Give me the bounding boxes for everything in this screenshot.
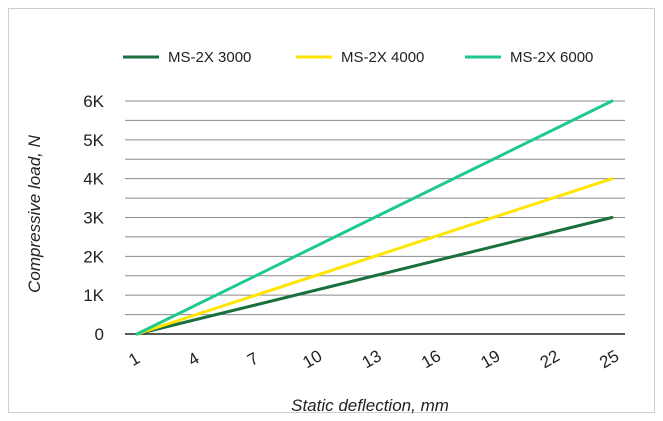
x-tick-label: 22 — [537, 346, 563, 372]
legend-label: MS-2X 6000 — [510, 49, 593, 66]
y-tick-label: 1K — [83, 286, 104, 305]
y-tick-label: 4K — [83, 170, 104, 189]
legend-label: MS-2X 3000 — [168, 49, 251, 66]
y-tick-label: 6K — [83, 92, 104, 111]
y-tick-label: 2K — [83, 247, 104, 266]
x-tick-label: 10 — [299, 346, 325, 372]
y-tick-label: 3K — [83, 209, 104, 228]
legend: MS-2X 3000 MS-2X 4000 MS-2X 6000 — [123, 49, 593, 66]
series-line — [135, 99, 614, 336]
x-tick-label: 4 — [185, 349, 203, 370]
y-tick-label: 0 — [95, 325, 104, 344]
x-tick-label: 19 — [478, 346, 504, 372]
y-axis-title: Compressive load, N — [25, 134, 44, 293]
series-lines — [135, 99, 614, 336]
x-tick-label: 7 — [244, 349, 262, 370]
x-axis-title: Static deflection, mm — [291, 396, 449, 415]
y-axis-ticks: 0 1K 2K 3K 4K 5K 6K — [83, 92, 104, 344]
chart-frame — [8, 8, 655, 413]
x-tick-label: 13 — [359, 346, 385, 372]
y-tick-label: 5K — [83, 131, 104, 150]
x-tick-label: 1 — [125, 349, 143, 370]
x-tick-label: 16 — [418, 346, 444, 372]
x-axis-ticks: 1 4 7 10 13 16 19 22 25 — [125, 346, 622, 372]
series-line — [135, 216, 614, 336]
series-line — [135, 177, 614, 336]
legend-label: MS-2X 4000 — [341, 49, 424, 66]
x-tick-label: 25 — [596, 346, 622, 372]
